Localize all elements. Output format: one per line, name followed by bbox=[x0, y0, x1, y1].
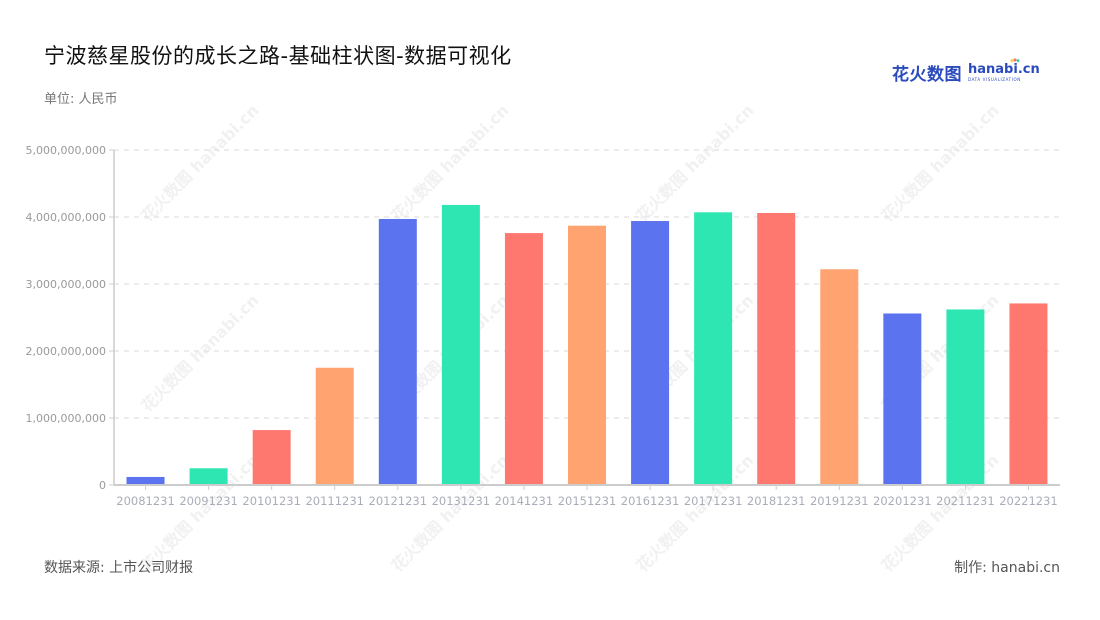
logo-subtitle: DATA VISUALIZATION bbox=[968, 76, 1021, 82]
bar-20201231[interactable] bbox=[883, 313, 922, 485]
logo-chinese-text: 花火数图 bbox=[892, 64, 962, 85]
logo-english-block: hanabi.cn DATA VISUALIZATION bbox=[968, 56, 1040, 82]
bar-20111231[interactable] bbox=[315, 367, 354, 485]
y-axis: 0 1,000,000,000 2,000,000,000 3,000,000,000… bbox=[26, 144, 115, 492]
bar-20141231[interactable] bbox=[504, 233, 543, 485]
bar-20171231[interactable] bbox=[694, 212, 733, 485]
x-tick-label: 20161231 bbox=[621, 494, 680, 508]
y-tick-label: 4,000,000,000 bbox=[26, 211, 106, 224]
logo-english-text: hanabi.cn bbox=[968, 56, 1040, 76]
x-tick-label: 20091231 bbox=[179, 494, 238, 508]
bar-20221231[interactable] bbox=[1009, 303, 1048, 485]
x-tick-label: 20121231 bbox=[369, 494, 428, 508]
y-tick-label: 0 bbox=[99, 479, 106, 492]
x-tick-label: 20201231 bbox=[873, 494, 932, 508]
x-tick-label: 20081231 bbox=[116, 494, 175, 508]
x-tick-label: 20151231 bbox=[558, 494, 617, 508]
y-tick-label: 3,000,000,000 bbox=[26, 278, 106, 291]
chart-title: 宁波慈星股份的成长之路-基础柱状图-数据可视化 bbox=[44, 44, 512, 68]
x-tick-label: 20111231 bbox=[305, 494, 364, 508]
bar-20151231[interactable] bbox=[568, 225, 606, 485]
x-tick-label: 20191231 bbox=[810, 494, 869, 508]
x-tick-label: 20221231 bbox=[999, 494, 1058, 508]
x-tick-label: 20101231 bbox=[242, 494, 301, 508]
hanabi-logo: 花火数图 hanabi.cn DATA VISUALIZATION bbox=[892, 56, 1042, 85]
x-tick-label: 20171231 bbox=[684, 494, 743, 508]
x-axis: 20081231 20091231 20101231 20111231 20121231… bbox=[114, 484, 1060, 508]
y-tick-label: 1,000,000,000 bbox=[26, 412, 106, 425]
data-source: 数据来源: 上市公司财报 bbox=[44, 560, 194, 576]
bar-20121231[interactable] bbox=[378, 219, 417, 485]
x-tick-label: 20141231 bbox=[495, 494, 554, 508]
bars bbox=[126, 204, 1048, 486]
bar-20161231[interactable] bbox=[631, 221, 670, 485]
x-tick-label: 20181231 bbox=[747, 494, 806, 508]
bar-20091231[interactable] bbox=[189, 468, 228, 485]
bar-20191231[interactable] bbox=[820, 269, 859, 485]
bar-20101231[interactable] bbox=[252, 430, 291, 485]
bar-20181231[interactable] bbox=[757, 212, 796, 486]
y-tick-label: 2,000,000,000 bbox=[26, 345, 106, 358]
bar-20131231[interactable] bbox=[441, 204, 480, 485]
spark-icon bbox=[1009, 56, 1020, 63]
x-tick-label: 20211231 bbox=[936, 494, 995, 508]
x-tick-label: 20131231 bbox=[432, 494, 491, 508]
y-tick-label: 5,000,000,000 bbox=[26, 144, 106, 157]
bar-20081231[interactable] bbox=[126, 476, 165, 485]
credit-label: 制作: hanabi.cn bbox=[954, 560, 1060, 576]
bar-20211231[interactable] bbox=[946, 309, 985, 485]
unit-label: 单位: 人民币 bbox=[44, 92, 118, 107]
